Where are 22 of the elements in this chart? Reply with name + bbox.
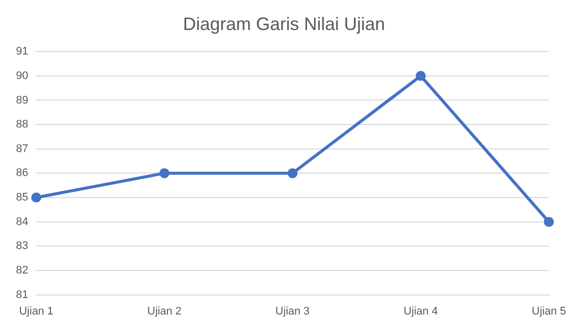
chart-title: Diagram Garis Nilai Ujian [182,14,386,34]
point [416,70,426,81]
y-tick-label: 84 [16,216,28,228]
y-tick-label: 91 [16,46,28,58]
y-tick-label: 85 [16,192,28,204]
x-tick-label: Ujian 5 [532,305,566,318]
point [159,168,170,178]
x-tick-label: Ujian 3 [275,305,310,318]
y-tick-label: 88 [16,118,28,131]
x-tick-label: Ujian 1 [19,305,54,318]
y-tick-label: 81 [16,288,28,301]
y-tick-label: 86 [16,167,28,180]
point [544,216,554,227]
point [31,192,42,203]
point [288,168,298,178]
y-tick-label: 90 [16,70,28,82]
y-tick-label: 83 [16,240,28,252]
y-tick-label: 82 [16,264,28,277]
y-tick-label: 89 [16,94,28,106]
y-tick-label: 87 [16,142,28,155]
x-tick-label: Ujian 4 [404,305,438,318]
x-tick-label: Ujian 2 [147,305,182,318]
